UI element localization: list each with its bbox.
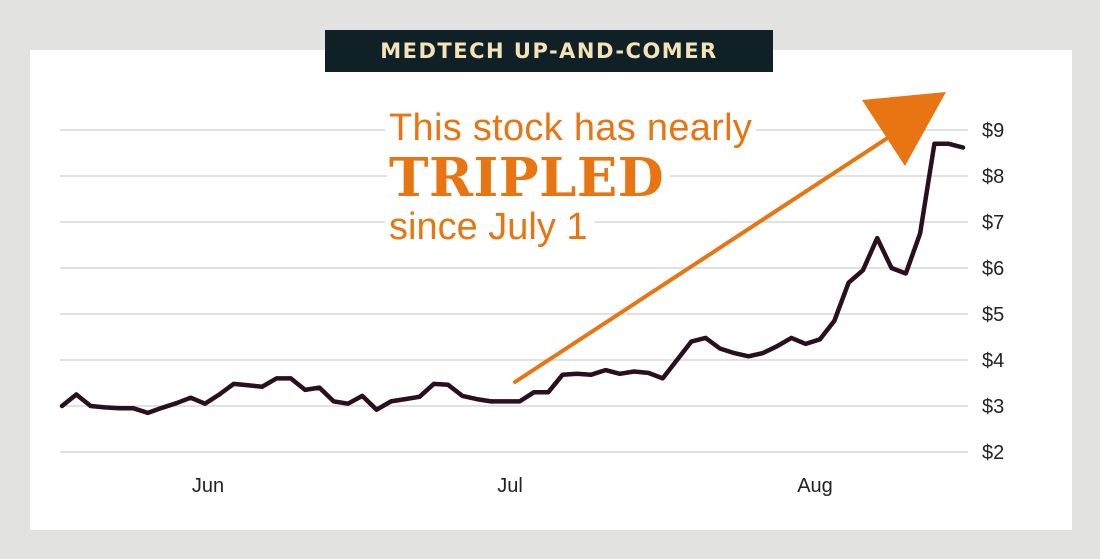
y-tick-label: $9: [982, 120, 1004, 142]
annotation-line-1: This stock has nearly: [385, 107, 757, 149]
y-tick-label: $4: [982, 350, 1004, 372]
y-tick-label: $2: [982, 442, 1004, 464]
y-tick-label: $8: [982, 166, 1004, 188]
chart-title: MEDTECH UP-AND-COMER: [325, 30, 773, 72]
x-tick-label: Jun: [192, 475, 224, 497]
x-tick-label: Jul: [497, 475, 523, 497]
x-tick-label: Aug: [797, 475, 833, 497]
annotation-line-3: since July 1: [385, 206, 594, 248]
trend-arrow-head: [862, 92, 946, 166]
y-tick-label: $3: [982, 396, 1004, 418]
y-tick-label: $7: [982, 212, 1004, 234]
trend-arrow-shaft: [513, 116, 920, 384]
y-tick-label: $5: [982, 304, 1004, 326]
annotation-line-2: TRIPLED: [387, 147, 671, 209]
y-tick-label: $6: [982, 258, 1004, 280]
price-series-line: [59, 141, 966, 416]
